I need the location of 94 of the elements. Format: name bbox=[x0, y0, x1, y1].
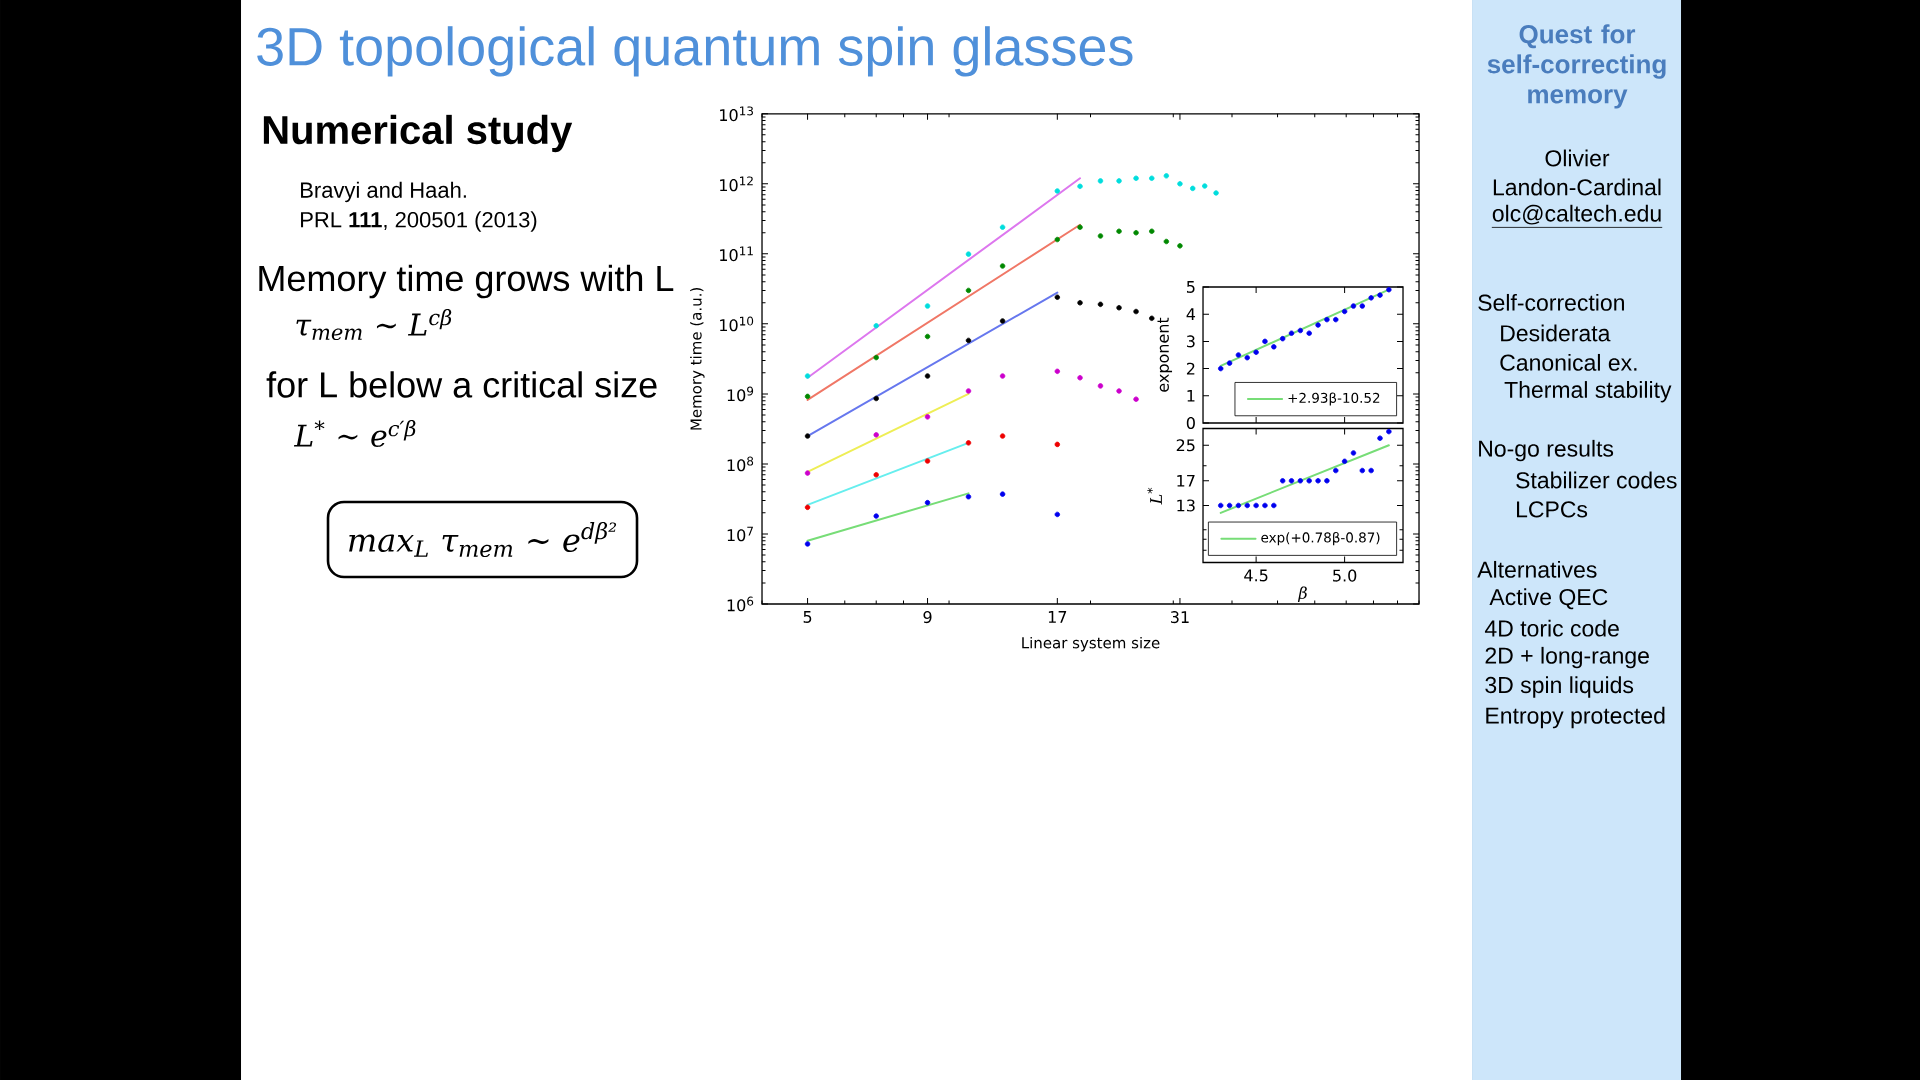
x-tick-label: 17 bbox=[1048, 611, 1067, 623]
y-tick-label: 10$^{10}$ bbox=[720, 316, 754, 332]
x-axis-title: β bbox=[1297, 586, 1307, 602]
point bbox=[1306, 330, 1312, 336]
y-tick-label: 1 bbox=[1187, 389, 1195, 402]
text: No-go results bbox=[1479, 439, 1614, 462]
y-tick-label: 10$^{6}$ bbox=[727, 596, 754, 612]
y-tick-label: 10$^{8}$ bbox=[727, 456, 754, 472]
y-tick-label: 17 bbox=[1177, 474, 1195, 487]
point bbox=[1218, 365, 1224, 372]
text: LCPCs bbox=[1517, 501, 1588, 518]
x-tick-label: 5 bbox=[803, 611, 812, 623]
y-tick-label: 2 bbox=[1186, 362, 1195, 375]
point bbox=[1333, 316, 1339, 323]
point bbox=[1235, 352, 1242, 358]
point bbox=[1226, 360, 1233, 366]
y-tick-label: 10$^{13}$ bbox=[720, 106, 753, 122]
x-tick-label: 31 bbox=[1170, 611, 1189, 624]
x-tick-label: 5.0 bbox=[1333, 569, 1357, 582]
point bbox=[1235, 502, 1242, 509]
text: Quest for self-correcting memory bbox=[1487, 24, 1666, 109]
point bbox=[1226, 502, 1233, 509]
point bbox=[1341, 458, 1348, 465]
point bbox=[1288, 330, 1295, 336]
point bbox=[1359, 467, 1366, 474]
point bbox=[1368, 295, 1374, 301]
point bbox=[1359, 303, 1366, 309]
point bbox=[1377, 292, 1383, 298]
text: L$^{*}$ ∼ e$^{c′β}$ bbox=[293, 420, 416, 447]
point bbox=[1324, 478, 1330, 484]
point bbox=[1368, 467, 1374, 474]
point bbox=[1279, 478, 1286, 484]
point bbox=[1386, 287, 1392, 293]
point bbox=[1306, 478, 1312, 484]
text: max$_{L}$ τ$_{mem}$ ∼ e$^{dβ²}$ bbox=[349, 521, 617, 558]
text: Thermal stability bbox=[1504, 381, 1672, 403]
y-tick-label: 4 bbox=[1186, 308, 1196, 321]
text: Entropy protected bbox=[1486, 706, 1665, 729]
x-tick-label: 9 bbox=[923, 611, 932, 624]
text: Self-correction bbox=[1478, 293, 1624, 311]
text: for L below a critical size bbox=[266, 371, 657, 398]
point bbox=[1271, 502, 1277, 509]
point bbox=[1262, 502, 1268, 509]
point bbox=[1315, 322, 1321, 328]
legend-label: exp(+0.78β-0.87) bbox=[1261, 532, 1380, 546]
text: Numerical study bbox=[263, 114, 573, 153]
point bbox=[1271, 344, 1277, 350]
y-axis-title: L$^{*}$ bbox=[1147, 487, 1162, 505]
text: 2D + long-range bbox=[1485, 646, 1649, 669]
x-axis-title: Linear system size bbox=[1022, 636, 1160, 652]
point bbox=[1315, 478, 1321, 484]
point bbox=[1350, 303, 1357, 309]
point bbox=[1253, 349, 1259, 355]
point bbox=[1297, 478, 1304, 484]
point bbox=[1279, 335, 1286, 342]
x-tick-label: 4.5 bbox=[1244, 569, 1268, 582]
text: τ$_{mem}$ ∼ L$^{cβ}$ bbox=[296, 308, 452, 341]
text: Stabilizer codes bbox=[1516, 471, 1677, 489]
point bbox=[1297, 327, 1304, 334]
y-tick-label: 10$^{9}$ bbox=[727, 386, 754, 402]
y-tick-label: 10$^{12}$ bbox=[720, 176, 753, 192]
point bbox=[1244, 355, 1250, 361]
point bbox=[1341, 308, 1348, 315]
text: olc@caltech.edu bbox=[1492, 204, 1661, 225]
text: Active QEC bbox=[1489, 588, 1608, 610]
text: 3D spin liquids bbox=[1485, 676, 1634, 698]
point bbox=[1386, 428, 1392, 435]
legend-label: +2.93β-10.52 bbox=[1288, 392, 1380, 406]
y-tick-label: 13 bbox=[1177, 499, 1195, 512]
text: Alternatives bbox=[1477, 560, 1597, 578]
text: Canonical ex. bbox=[1500, 353, 1637, 371]
y-tick-label: 0 bbox=[1186, 416, 1195, 430]
y-axis-title: Memory time (a.u.) bbox=[690, 288, 705, 430]
point bbox=[1377, 435, 1383, 441]
text: 4D toric code bbox=[1484, 619, 1619, 637]
y-tick-label: 3 bbox=[1186, 335, 1195, 348]
y-tick-label: 5 bbox=[1186, 281, 1195, 293]
point bbox=[1324, 316, 1330, 323]
y-tick-label: 10$^{7}$ bbox=[727, 526, 753, 542]
point bbox=[1350, 450, 1357, 456]
y-axis-title: exponent bbox=[1157, 317, 1173, 392]
text: PRL 111, 200501 (2013) bbox=[301, 211, 537, 232]
point bbox=[1288, 478, 1295, 484]
point bbox=[1218, 502, 1224, 509]
text: Memory time grows with L bbox=[259, 264, 674, 299]
y-tick-label: 10$^{11}$ bbox=[720, 246, 753, 262]
point bbox=[1253, 502, 1259, 509]
point bbox=[1333, 467, 1339, 474]
point bbox=[1262, 338, 1268, 345]
text: Bravyi and Haah. bbox=[301, 181, 466, 203]
point bbox=[1244, 502, 1250, 509]
chart-title: 3D topological quantum spin glasses bbox=[257, 26, 1133, 77]
text: Desiderata bbox=[1501, 324, 1611, 342]
y-tick-label: 25 bbox=[1176, 439, 1195, 452]
